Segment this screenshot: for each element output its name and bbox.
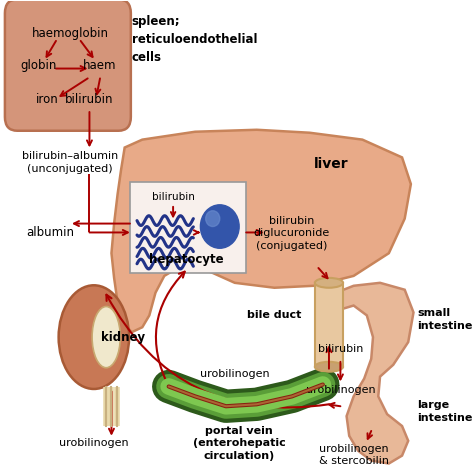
Text: iron: iron [36,93,59,106]
Text: bile duct: bile duct [247,310,301,320]
Text: spleen;
reticuloendothelial
cells: spleen; reticuloendothelial cells [132,15,257,64]
Text: liver: liver [314,158,349,171]
Text: haemoglobin: haemoglobin [32,27,109,40]
Ellipse shape [92,307,120,368]
Ellipse shape [59,285,129,389]
Text: globin: globin [20,59,56,72]
FancyBboxPatch shape [5,0,131,131]
Text: bilirubin
diglucuronide
(conjugated): bilirubin diglucuronide (conjugated) [254,216,330,251]
Polygon shape [334,283,413,464]
Text: urobilinogen: urobilinogen [59,438,128,448]
Text: haem: haem [83,59,117,72]
Text: small
intestine: small intestine [417,308,473,331]
FancyBboxPatch shape [130,182,246,273]
Text: urobilinogen: urobilinogen [306,385,375,394]
Text: bilirubin–albumin
(unconjugated): bilirubin–albumin (unconjugated) [22,151,118,174]
Text: urobilinogen
& stercobilin: urobilinogen & stercobilin [319,444,389,466]
Text: albumin: albumin [26,226,74,239]
Ellipse shape [315,362,343,372]
Circle shape [206,211,220,227]
Text: kidney: kidney [101,331,145,343]
Bar [315,283,343,367]
Text: urobilinogen: urobilinogen [200,368,270,378]
Text: portal vein
(enterohepatic
circulation): portal vein (enterohepatic circulation) [193,426,285,461]
Text: bilirubin: bilirubin [318,344,363,354]
Text: bilirubin: bilirubin [65,93,114,106]
Text: bilirubin: bilirubin [152,192,194,202]
Text: large
intestine: large intestine [417,400,473,423]
Polygon shape [111,130,411,332]
Ellipse shape [315,278,343,288]
Circle shape [201,205,239,248]
Text: hepatocyte: hepatocyte [149,253,224,266]
